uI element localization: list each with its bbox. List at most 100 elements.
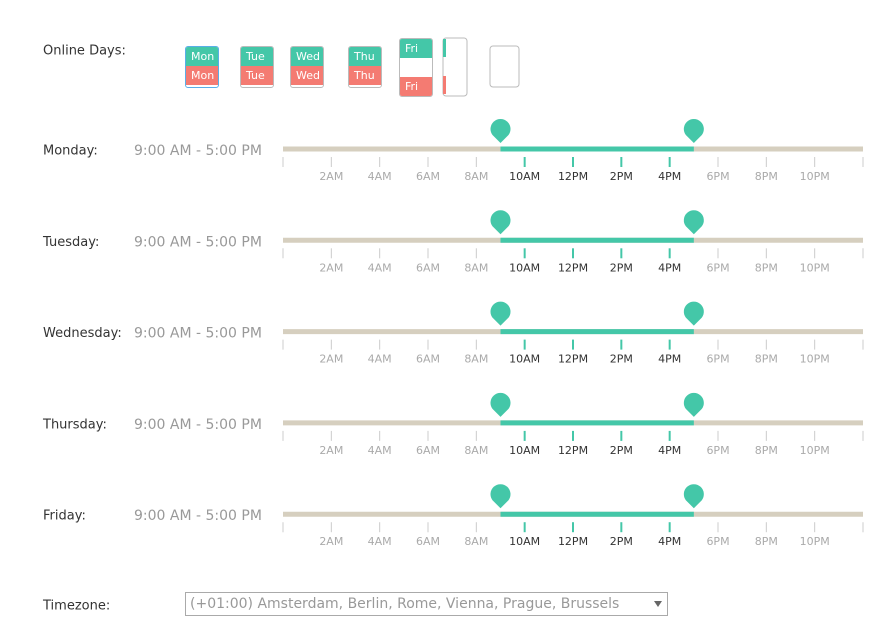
timezone-value: (+01:00) Amsterdam, Berlin, Rome, Vienna… — [190, 596, 619, 612]
tick-label: 10AM — [509, 353, 540, 366]
tick-label: 4PM — [658, 353, 681, 366]
day-label: Monday: — [43, 144, 98, 159]
tick-label: 6AM — [416, 261, 440, 274]
select-arrow — [654, 601, 662, 607]
tick-label: 2PM — [610, 261, 633, 274]
tick-label: 2AM — [319, 444, 343, 457]
tick-label: 8PM — [755, 353, 778, 366]
toggle-bottom: Mon — [186, 66, 218, 85]
range-text: 9:00 AM - 5:00 PM — [134, 417, 262, 433]
tick-label: 10AM — [509, 261, 540, 274]
day-toggle[interactable]: Wed Wed — [290, 46, 324, 88]
day-label: Friday: — [43, 509, 86, 524]
tick-label: 8AM — [464, 170, 488, 183]
tick-label: 6PM — [706, 261, 729, 274]
handle[interactable] — [490, 301, 511, 326]
toggle-gap — [400, 58, 432, 77]
tick-label: 10PM — [800, 261, 830, 274]
tick-label: 4AM — [368, 261, 392, 274]
day-toggle[interactable]: Fri Fri — [399, 38, 433, 97]
day-label: Tuesday: — [42, 235, 99, 250]
tick-label: 10AM — [509, 170, 540, 183]
day-label: Wednesday: — [43, 326, 122, 341]
toggle-bottom: Wed — [291, 66, 323, 85]
tick-label: 12PM — [558, 535, 588, 548]
tick-label: 10AM — [509, 444, 540, 457]
tick-label: 6AM — [416, 535, 440, 548]
tick-label: 2AM — [319, 170, 343, 183]
toggle-top: Thu — [349, 47, 381, 66]
tick-label: 6PM — [706, 444, 729, 457]
tick-label: 8AM — [464, 353, 488, 366]
range-text: 9:00 AM - 5:00 PM — [134, 143, 262, 159]
tick-label: 2AM — [319, 535, 343, 548]
day-toggle[interactable]: Tue Tue — [240, 46, 274, 88]
tick-label: 4AM — [368, 535, 392, 548]
range-text: 9:00 AM - 5:00 PM — [134, 508, 262, 524]
toggle-top: Wed — [291, 47, 323, 66]
handle[interactable] — [683, 301, 704, 326]
tick-label: 6PM — [706, 170, 729, 183]
tick-label: 4AM — [368, 353, 392, 366]
tick-label: 6PM — [706, 353, 729, 366]
tick-label: 2PM — [610, 535, 633, 548]
handle[interactable] — [683, 392, 704, 417]
tick-label: 4AM — [368, 170, 392, 183]
handle[interactable] — [683, 118, 704, 143]
tick-label: 2PM — [610, 444, 633, 457]
toggle-sliver — [443, 76, 446, 94]
tick-label: 2PM — [610, 170, 633, 183]
day-toggle[interactable] — [442, 37, 468, 97]
toggle-bottom: Fri — [400, 77, 432, 96]
handle[interactable] — [490, 210, 511, 235]
day-toggle[interactable]: Thu Thu — [348, 46, 382, 88]
tick-label: 10AM — [509, 535, 540, 548]
tick-label: 8AM — [464, 535, 488, 548]
tick-label: 10PM — [800, 170, 830, 183]
toggle-top: Fri — [400, 39, 432, 58]
tick-label: 10PM — [800, 535, 830, 548]
tick-label: 8PM — [755, 535, 778, 548]
tick-label: 12PM — [558, 353, 588, 366]
handle[interactable] — [490, 119, 511, 143]
tick-label: 8PM — [755, 170, 778, 183]
tick-label: 2AM — [319, 353, 343, 366]
tick-label: 2PM — [610, 353, 633, 366]
tick-label: 12PM — [558, 444, 588, 457]
day-toggle[interactable] — [489, 45, 520, 88]
tick-label: 8AM — [464, 444, 488, 457]
day-toggle[interactable]: Mon Mon — [185, 46, 219, 88]
tick-label: 8PM — [755, 261, 778, 274]
tick-label: 12PM — [558, 170, 588, 183]
range-text: 9:00 AM - 5:00 PM — [134, 326, 262, 342]
tick-label: 4PM — [658, 535, 681, 548]
tick-label: 4AM — [368, 444, 392, 457]
handle[interactable] — [490, 392, 511, 417]
tick-label: 2AM — [319, 261, 343, 274]
tick-label: 8AM — [464, 261, 488, 274]
handle[interactable] — [683, 210, 704, 235]
toggle-top: Tue — [241, 47, 273, 66]
tick-label: 10PM — [800, 353, 830, 366]
handle[interactable] — [490, 484, 511, 509]
handle[interactable] — [683, 484, 704, 509]
tick-label: 12PM — [558, 261, 588, 274]
toggle-sliver — [443, 39, 446, 57]
online-days-label: Online Days: — [43, 44, 126, 59]
timezone-select[interactable] — [185, 592, 668, 616]
toggle-top: Mon — [186, 47, 218, 66]
tick-label: 8PM — [755, 444, 778, 457]
toggle-bottom: Tue — [241, 66, 273, 85]
tick-label: 4PM — [658, 444, 681, 457]
toggle-bottom: Thu — [349, 66, 381, 85]
tick-label: 6AM — [416, 444, 440, 457]
range-text: 9:00 AM - 5:00 PM — [134, 234, 262, 250]
tick-label: 6AM — [416, 353, 440, 366]
tick-label: 4PM — [658, 261, 681, 274]
tick-label: 4PM — [658, 170, 681, 183]
tick-label: 6AM — [416, 170, 440, 183]
tick-label: 10PM — [800, 444, 830, 457]
timezone-label: Timezone: — [42, 599, 110, 614]
